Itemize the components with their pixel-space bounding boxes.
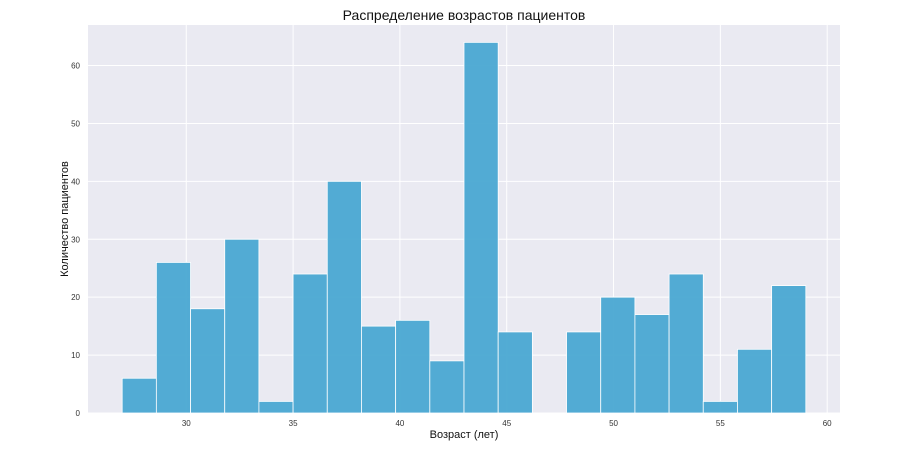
- x-tick-label: 50: [609, 419, 618, 428]
- histogram-bar: [190, 308, 226, 414]
- histogram-bar: [771, 285, 807, 414]
- y-tick-label: 40: [71, 177, 80, 186]
- histogram-bar: [600, 296, 636, 414]
- x-ticks: 30 35 40 45 50 55 60: [182, 419, 832, 428]
- y-ticks: 0 10 20 30 40 50 60: [71, 62, 80, 418]
- bars: [121, 41, 807, 414]
- histogram-bar: [429, 360, 465, 414]
- x-tick-label: 35: [289, 419, 298, 428]
- histogram-bar: [566, 331, 602, 414]
- histogram-bar: [224, 238, 260, 414]
- histogram-bar: [121, 377, 157, 414]
- x-tick-label: 45: [502, 419, 511, 428]
- y-tick-label: 30: [71, 235, 80, 244]
- y-tick-label: 60: [71, 62, 80, 71]
- y-tick-label: 10: [71, 351, 80, 360]
- y-tick-label: 50: [71, 119, 80, 128]
- histogram-bar: [497, 331, 533, 414]
- histogram-bar: [395, 319, 431, 414]
- x-tick-label: 60: [823, 419, 832, 428]
- x-tick-label: 30: [182, 419, 191, 428]
- histogram-bar: [155, 262, 191, 414]
- x-tick-label: 40: [395, 419, 404, 428]
- histogram-bar: [737, 348, 773, 414]
- chart-title: Распределение возрастов пациентов: [343, 7, 586, 23]
- histogram-bar: [702, 401, 738, 414]
- histogram-bar: [258, 401, 294, 414]
- histogram-bar: [668, 273, 704, 414]
- y-tick-label: 20: [71, 293, 80, 302]
- x-tick-label: 55: [716, 419, 725, 428]
- x-axis-label: Возраст (лет): [430, 429, 499, 441]
- histogram-bar: [361, 325, 397, 414]
- y-axis-label: Количество пациентов: [59, 161, 71, 277]
- histogram-bar: [463, 41, 499, 414]
- histogram-bar: [326, 180, 362, 414]
- histogram-bar: [292, 273, 328, 414]
- histogram-bar: [634, 314, 670, 414]
- y-tick-label: 0: [76, 409, 81, 418]
